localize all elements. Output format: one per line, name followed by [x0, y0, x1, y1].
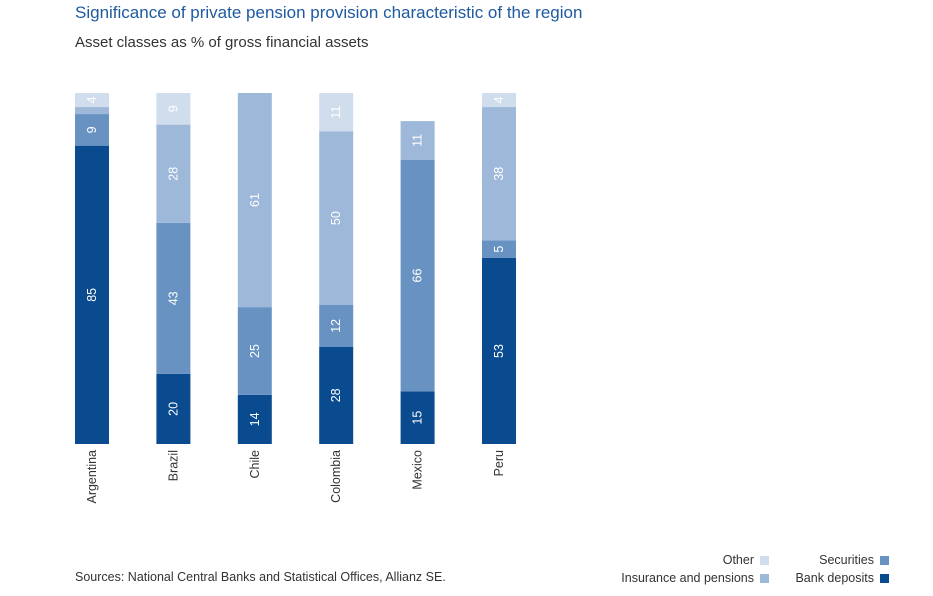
category-label-peru: Peru: [492, 450, 506, 476]
legend-label: Bank deposits: [795, 571, 874, 585]
data-label-mexico-insurance-pensions: 11: [411, 134, 425, 147]
category-label-argentina: Argentina: [85, 450, 99, 504]
data-label-chile-securities: 25: [248, 344, 262, 358]
data-label-argentina-other: 4: [85, 96, 99, 103]
data-label-peru-other: 4: [492, 96, 506, 103]
legend-label: Insurance and pensions: [621, 571, 754, 585]
category-label-brazil: Brazil: [166, 450, 180, 481]
data-label-peru-bank-deposits: 53: [492, 344, 506, 358]
category-label-chile: Chile: [248, 450, 262, 479]
bar-segment-argentina-other: [75, 93, 109, 108]
category-label-colombia: Colombia: [329, 450, 343, 503]
legend-item-securities: Securities: [819, 553, 889, 567]
bar-segment-brazil-insurance-pensions: [156, 124, 191, 223]
data-label-brazil-securities: 43: [166, 291, 180, 305]
legend-item-bank-deposits: Bank deposits: [795, 571, 889, 585]
legend-label: Securities: [819, 553, 874, 567]
bar-segment-peru-bank-deposits: [482, 257, 516, 444]
data-label-argentina-bank-deposits: 85: [85, 288, 99, 302]
bar-segment-mexico-bank-deposits: [400, 391, 435, 444]
legend-item-other: Other: [723, 553, 769, 567]
data-label-chile-bank-deposits: 14: [248, 412, 262, 426]
bar-segment-peru-insurance-pensions: [482, 107, 516, 241]
legend-swatch: [880, 573, 889, 583]
legend-label: Other: [722, 553, 754, 567]
chart-title: Significance of private pension provisio…: [75, 3, 583, 22]
bar-segment-argentina-securities: [75, 114, 109, 146]
data-label-chile-insurance-pensions: 61: [248, 193, 262, 207]
legend-item-insurance-pensions: Insurance and pensions: [621, 571, 769, 585]
data-label-mexico-bank-deposits: 15: [411, 411, 425, 425]
legend-swatch: [760, 555, 769, 565]
bar-segment-colombia-other: [319, 93, 354, 132]
bar-segment-chile-bank-deposits: [237, 394, 272, 444]
bar-segment-colombia-insurance-pensions: [319, 131, 354, 305]
bar-segment-colombia-securities: [319, 304, 354, 347]
data-label-colombia-other: 11: [329, 106, 343, 119]
category-label-mexico: Mexico: [411, 450, 425, 490]
data-label-brazil-insurance-pensions: 28: [166, 167, 180, 181]
bar-segment-peru-other: [482, 93, 516, 108]
legend-swatch: [760, 573, 769, 583]
bar-segment-chile-securities: [237, 307, 272, 395]
bar-segment-brazil-bank-deposits: [156, 373, 191, 444]
data-label-colombia-securities: 12: [329, 319, 343, 333]
bar-segment-colombia-bank-deposits: [319, 346, 354, 444]
bar-segment-peru-securities: [482, 240, 516, 258]
data-label-colombia-insurance-pensions: 50: [329, 211, 343, 225]
data-label-peru-insurance-pensions: 38: [492, 167, 506, 181]
chart-subtitle: Asset classes as % of gross financial as…: [75, 34, 369, 51]
bar-segment-argentina-insurance-pensions: [75, 107, 109, 115]
data-label-mexico-securities: 66: [411, 269, 425, 283]
data-label-brazil-other: 9: [166, 105, 180, 112]
bar-segment-chile-insurance-pensions: [237, 93, 272, 308]
bar-segment-mexico-insurance-pensions: [400, 121, 435, 160]
bar-segment-brazil-other: [156, 93, 191, 125]
bar-segment-mexico-securities: [400, 159, 435, 392]
bar-segment-argentina-bank-deposits: [75, 145, 109, 444]
source-note: Sources: National Central Banks and Stat…: [75, 570, 446, 584]
bar-segment-brazil-securities: [156, 222, 191, 374]
legend-swatch: [880, 555, 889, 565]
data-label-argentina-securities: 9: [85, 126, 99, 133]
data-label-colombia-bank-deposits: 28: [329, 388, 343, 402]
data-label-peru-securities: 5: [492, 246, 506, 253]
data-label-brazil-bank-deposits: 20: [166, 402, 180, 416]
